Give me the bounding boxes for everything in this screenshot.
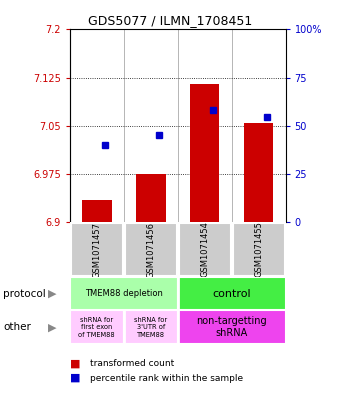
Text: ■: ■ bbox=[70, 358, 80, 369]
Text: percentile rank within the sample: percentile rank within the sample bbox=[90, 374, 243, 382]
Text: transformed count: transformed count bbox=[90, 359, 174, 368]
Text: GSM1071454: GSM1071454 bbox=[200, 222, 209, 277]
Bar bbox=[71, 223, 123, 276]
Bar bbox=[233, 223, 285, 276]
Bar bbox=[70, 277, 177, 310]
Bar bbox=[70, 310, 124, 344]
Bar bbox=[190, 84, 220, 222]
Text: shRNA for
first exon
of TMEM88: shRNA for first exon of TMEM88 bbox=[79, 317, 115, 338]
Bar bbox=[125, 223, 176, 276]
Text: ▶: ▶ bbox=[49, 289, 57, 299]
Bar bbox=[177, 277, 286, 310]
Text: control: control bbox=[212, 289, 251, 299]
Text: non-targetting
shRNA: non-targetting shRNA bbox=[196, 316, 267, 338]
Bar bbox=[82, 200, 112, 222]
Text: GSM1071457: GSM1071457 bbox=[92, 222, 101, 277]
Bar bbox=[136, 174, 166, 222]
Text: shRNA for
3'UTR of
TMEM88: shRNA for 3'UTR of TMEM88 bbox=[134, 317, 167, 338]
Bar bbox=[244, 123, 273, 222]
Bar bbox=[179, 223, 231, 276]
Text: ▶: ▶ bbox=[49, 322, 57, 332]
Bar bbox=[177, 310, 286, 344]
Text: ■: ■ bbox=[70, 373, 80, 383]
Text: GSM1071456: GSM1071456 bbox=[146, 222, 155, 277]
Text: other: other bbox=[3, 322, 31, 332]
Text: GSM1071455: GSM1071455 bbox=[254, 222, 263, 277]
Text: protocol: protocol bbox=[3, 289, 46, 299]
Bar bbox=[124, 310, 177, 344]
Text: TMEM88 depletion: TMEM88 depletion bbox=[85, 289, 163, 298]
Text: GDS5077 / ILMN_1708451: GDS5077 / ILMN_1708451 bbox=[88, 14, 252, 27]
